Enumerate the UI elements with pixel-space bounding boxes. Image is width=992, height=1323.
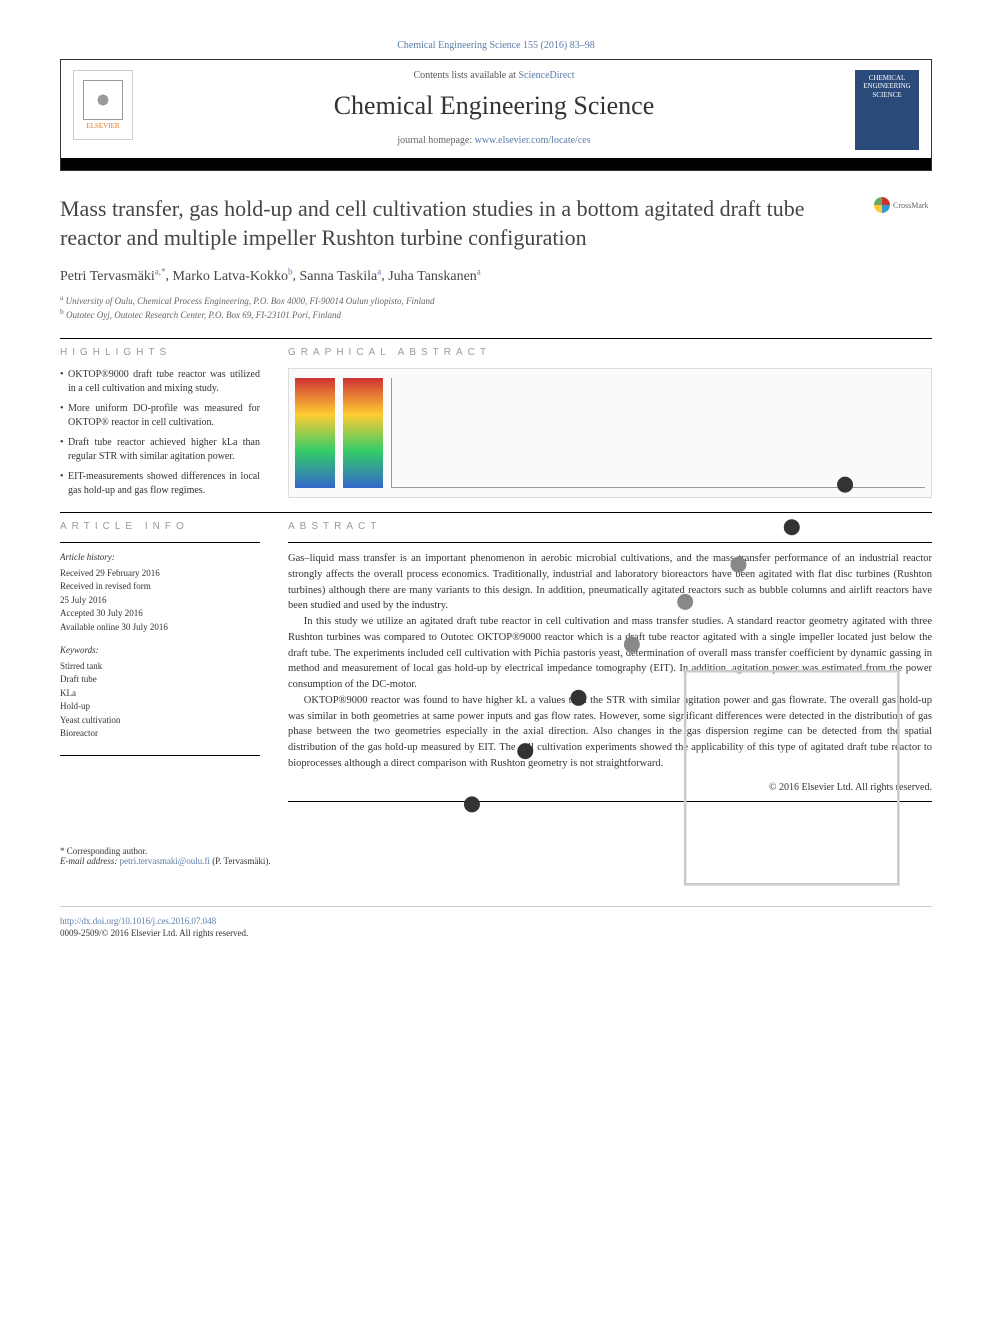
history-line: Received in revised form bbox=[60, 580, 260, 594]
history-line: Accepted 30 July 2016 bbox=[60, 607, 260, 621]
rule bbox=[60, 542, 260, 543]
graphical-abstract-heading: GRAPHICAL ABSTRACT bbox=[288, 347, 932, 358]
author: Marko Latva-Kokkob bbox=[173, 269, 293, 284]
contents-prefix: Contents lists available at bbox=[413, 70, 518, 81]
highlight-item: EIT-measurements showed differences in l… bbox=[60, 470, 260, 498]
history-label: Article history: bbox=[60, 551, 260, 565]
ga-scatter-chart bbox=[391, 378, 925, 488]
highlight-item: OKTOP®9000 draft tube reactor was utiliz… bbox=[60, 368, 260, 396]
crossmark-badge[interactable]: CrossMark bbox=[874, 195, 932, 215]
rule bbox=[60, 338, 932, 339]
history-line: 25 July 2016 bbox=[60, 594, 260, 608]
homepage-prefix: journal homepage: bbox=[397, 135, 474, 146]
elsevier-tree-icon bbox=[83, 80, 123, 120]
rule bbox=[60, 755, 260, 756]
highlight-item: More uniform DO-profile was measured for… bbox=[60, 402, 260, 430]
crossmark-icon bbox=[874, 197, 890, 213]
elsevier-label: ELSEVIER bbox=[86, 122, 119, 130]
affiliation: b Outotec Oyj, Outotec Research Center, … bbox=[60, 307, 932, 322]
journal-name: Chemical Engineering Science bbox=[133, 91, 855, 121]
header-black-bar bbox=[61, 158, 931, 170]
keyword: Bioreactor bbox=[60, 727, 260, 741]
article-info-heading: ARTICLE INFO bbox=[60, 521, 260, 532]
ga-heatmap-2 bbox=[343, 378, 383, 488]
scatter-points-icon bbox=[392, 378, 925, 911]
highlights-list: OKTOP®9000 draft tube reactor was utiliz… bbox=[60, 368, 260, 498]
keyword: Stirred tank bbox=[60, 660, 260, 674]
history-line: Available online 30 July 2016 bbox=[60, 621, 260, 635]
author: Sanna Taskilaa bbox=[300, 269, 382, 284]
ga-heatmap-1 bbox=[295, 378, 335, 488]
homepage-link[interactable]: www.elsevier.com/locate/ces bbox=[475, 135, 591, 146]
elsevier-logo: ELSEVIER bbox=[73, 70, 133, 140]
highlights-heading: HIGHLIGHTS bbox=[60, 347, 260, 358]
article-history: Article history: Received 29 February 20… bbox=[60, 551, 260, 634]
article-title: Mass transfer, gas hold-up and cell cult… bbox=[60, 195, 858, 252]
keywords-label: Keywords: bbox=[60, 644, 260, 658]
email-label: E-mail address: bbox=[60, 856, 120, 866]
affiliations: a University of Oulu, Chemical Process E… bbox=[60, 293, 932, 322]
keyword: KLa bbox=[60, 687, 260, 701]
journal-cover-thumb: CHEMICAL ENGINEERING SCIENCE bbox=[855, 70, 919, 150]
corr-email-link[interactable]: petri.tervasmaki@oulu.fi bbox=[120, 856, 210, 866]
highlight-item: Draft tube reactor achieved higher kLa t… bbox=[60, 436, 260, 464]
author: Petri Tervasmäkia,* bbox=[60, 269, 166, 284]
crossmark-label: CrossMark bbox=[893, 201, 929, 210]
journal-header-box: ELSEVIER Contents lists available at Sci… bbox=[60, 59, 932, 171]
keywords-block: Keywords: Stirred tank Draft tube KLa Ho… bbox=[60, 644, 260, 741]
doi-link[interactable]: http://dx.doi.org/10.1016/j.ces.2016.07.… bbox=[60, 916, 216, 926]
citation-header: Chemical Engineering Science 155 (2016) … bbox=[60, 40, 932, 51]
contents-line: Contents lists available at ScienceDirec… bbox=[133, 70, 855, 81]
graphical-abstract-image bbox=[288, 368, 932, 498]
author: Juha Tanskanena bbox=[388, 269, 481, 284]
authors-line: Petri Tervasmäkia,*, Marko Latva-Kokkob,… bbox=[60, 266, 932, 285]
affiliation: a University of Oulu, Chemical Process E… bbox=[60, 293, 932, 308]
keyword: Hold-up bbox=[60, 700, 260, 714]
history-line: Received 29 February 2016 bbox=[60, 567, 260, 581]
keyword: Yeast cultivation bbox=[60, 714, 260, 728]
issn-line: 0009-2509/© 2016 Elsevier Ltd. All right… bbox=[60, 927, 932, 940]
corr-suffix: (P. Tervasmäki). bbox=[210, 856, 271, 866]
homepage-line: journal homepage: www.elsevier.com/locat… bbox=[133, 135, 855, 146]
sciencedirect-link[interactable]: ScienceDirect bbox=[518, 70, 574, 81]
keyword: Draft tube bbox=[60, 673, 260, 687]
